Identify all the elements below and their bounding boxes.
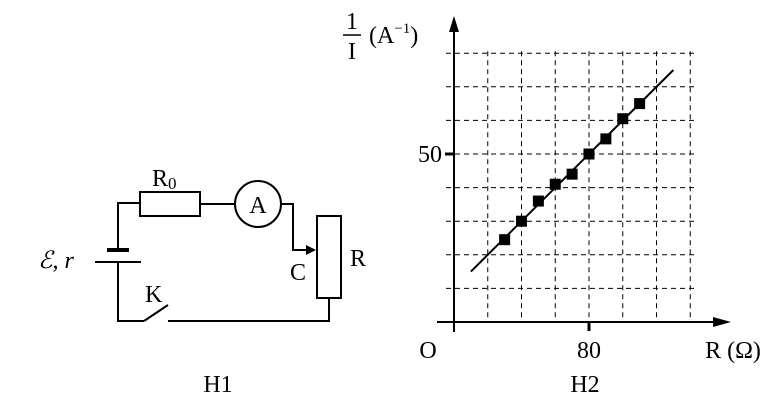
resistor-r0 [139, 191, 201, 217]
data-point [499, 234, 511, 246]
data-point [549, 178, 561, 190]
xtick-label-80: 80 [577, 338, 601, 364]
source-label: ℰ, r [38, 248, 75, 274]
graph: 1 I (A−1) 50 O 80 R (Ω) H2 [343, 9, 761, 398]
r0-label: R0 [152, 166, 177, 193]
origin-label: O [419, 338, 436, 364]
xlabel: R (Ω) [705, 338, 761, 364]
circuit-diagram: A R0 ℰ, r K C R H1 [38, 166, 366, 398]
data-point [634, 98, 646, 110]
ammeter-label: A [249, 193, 267, 219]
wire-bottom [168, 298, 330, 322]
wire-top-left [117, 202, 140, 250]
grid [445, 51, 696, 331]
data-point [583, 148, 595, 160]
data-points [499, 98, 646, 246]
slider-label: C [290, 260, 306, 286]
x-axis-arrow-icon [713, 317, 731, 327]
caption-h2: H2 [570, 372, 599, 398]
ylabel-numerator: 1 [346, 9, 358, 35]
switch-blade [143, 304, 169, 322]
wire-left-bottom [117, 262, 144, 322]
ytick-label-50: 50 [418, 142, 442, 168]
rheostat-label: R [350, 246, 366, 272]
wire-to-slider [281, 203, 314, 251]
ylabel-denominator: I [348, 39, 356, 65]
data-point [600, 133, 612, 145]
switch-label: K [145, 282, 163, 308]
data-point [516, 215, 527, 227]
data-point [617, 113, 629, 125]
ylabel-unit: (A−1) [369, 21, 418, 49]
caption-h1: H1 [203, 372, 232, 398]
slider-arrow-icon [306, 245, 316, 255]
rheostat [316, 215, 342, 299]
data-point [566, 168, 578, 180]
data-point [532, 195, 544, 207]
y-axis-arrow-icon [449, 16, 459, 32]
